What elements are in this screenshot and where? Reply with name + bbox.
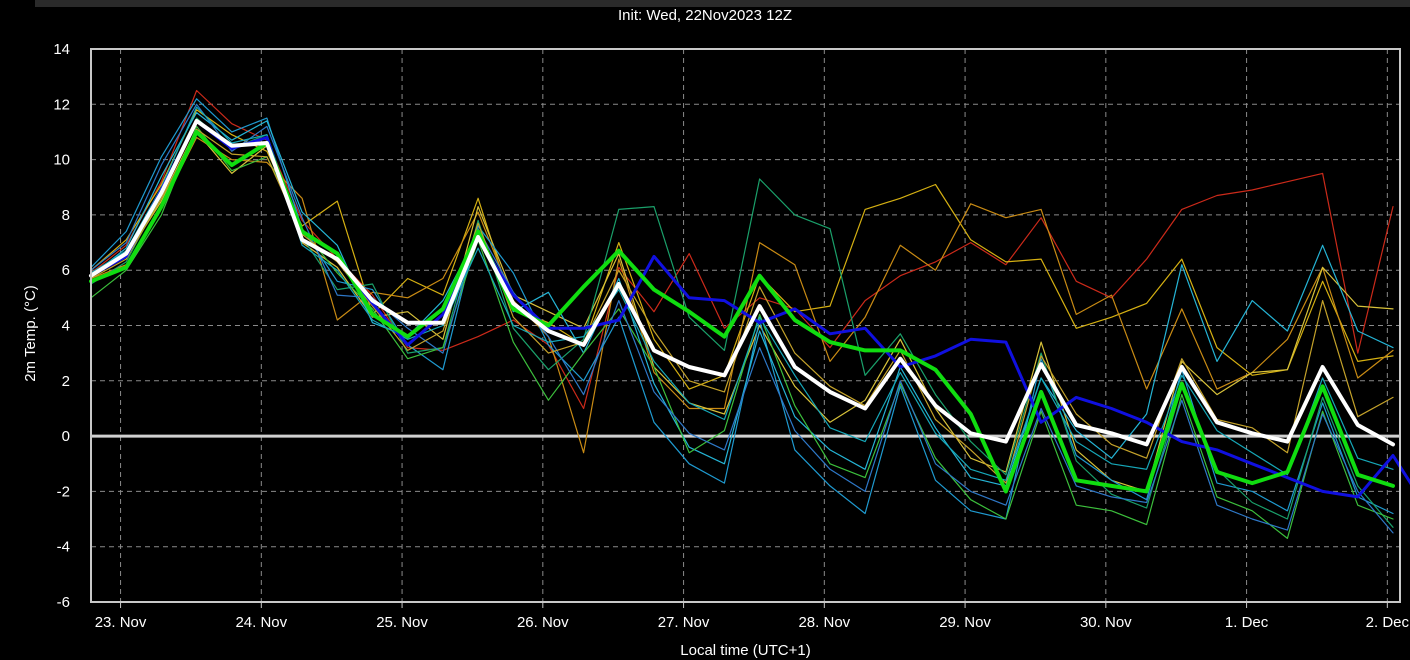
top-bar	[35, 0, 1410, 7]
y-tick-label: -4	[57, 539, 70, 556]
x-tick-label: 30. Nov	[1080, 614, 1132, 631]
chart-title: Init: Wed, 22Nov2023 12Z	[618, 7, 792, 24]
series-lines	[89, 89, 1410, 540]
y-tick-label: 8	[62, 207, 70, 224]
x-tick-label: 26. Nov	[517, 614, 569, 631]
x-tick-label: 25. Nov	[376, 614, 428, 631]
x-axis-title: Local time (UTC+1)	[680, 642, 810, 659]
x-tick-label: 1. Dec	[1225, 614, 1269, 631]
x-tick-label: 24. Nov	[235, 614, 287, 631]
series-line-member	[90, 89, 1394, 410]
series-line-member	[90, 136, 1394, 454]
y-tick-label: -2	[57, 483, 70, 500]
y-tick-label: 10	[53, 152, 70, 169]
y-tick-label: 12	[53, 96, 70, 113]
y-tick-labels: -6 -4 -2 0 2 4 6 8 10 12 14	[53, 41, 70, 611]
grid-lines	[91, 49, 1400, 608]
x-tick-label: 28. Nov	[798, 614, 850, 631]
x-tick-labels: 23. Nov 24. Nov 25. Nov 26. Nov 27. Nov 28. N…	[95, 614, 1410, 631]
y-tick-label: -6	[57, 594, 70, 611]
x-tick-label: 27. Nov	[658, 614, 710, 631]
x-tick-label: 2. Dec	[1366, 614, 1410, 631]
y-tick-label: 4	[62, 318, 70, 335]
y-tick-label: 2	[62, 373, 70, 390]
plot-frame	[90, 48, 1401, 603]
series-line-mean	[89, 118, 1395, 447]
series-line-member	[90, 106, 1394, 481]
y-tick-label: 14	[53, 41, 70, 58]
y-tick-label: 0	[62, 428, 70, 445]
x-tick-label: 29. Nov	[939, 614, 991, 631]
series-line-member	[90, 103, 1394, 534]
x-tick-label: 23. Nov	[95, 614, 147, 631]
series-line-ens-mean	[89, 129, 1395, 494]
y-axis-title: 2m Temp. (°C)	[22, 285, 39, 382]
y-tick-label: 6	[62, 262, 70, 279]
series-line-member	[90, 109, 1394, 390]
